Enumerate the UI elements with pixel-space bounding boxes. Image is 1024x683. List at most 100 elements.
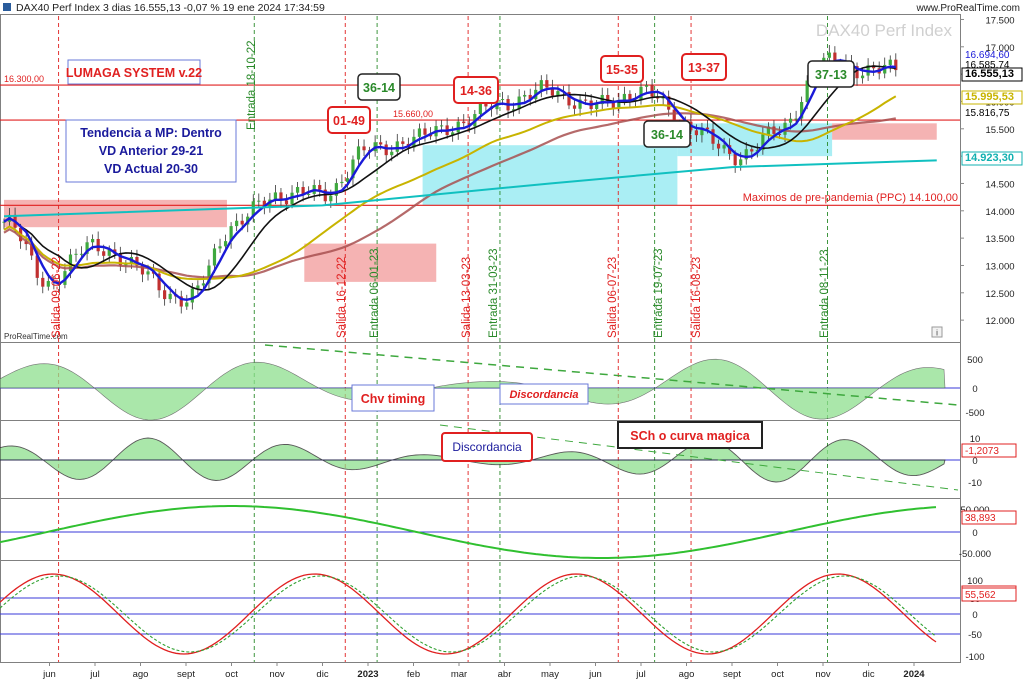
candle-body	[185, 302, 189, 307]
score-box: 36-14	[651, 128, 683, 142]
candle-body	[118, 253, 122, 266]
candle-body	[223, 241, 228, 247]
candle-body	[584, 99, 588, 101]
price-label-box	[961, 67, 1023, 82]
candle-body	[894, 59, 898, 71]
price-label: 16.555,13	[965, 68, 1014, 80]
signal-lines	[58, 16, 828, 662]
candle-body	[2, 221, 6, 223]
candle-body	[423, 128, 427, 135]
candle-body	[672, 109, 676, 126]
candle-body	[334, 183, 338, 196]
candle-body	[390, 151, 394, 156]
candle-body	[606, 94, 610, 101]
candle-body	[888, 59, 892, 65]
candle-body	[827, 52, 831, 58]
candle-body	[135, 256, 139, 266]
signal-label: Salida 13-03-23	[461, 257, 473, 338]
signal-label: Entrada 08-11-23	[819, 249, 831, 338]
candle-body	[146, 271, 150, 275]
score-box: 14-36	[460, 84, 492, 98]
candle-body	[711, 129, 715, 144]
panel-tick-label: -10	[968, 478, 982, 489]
candle-body	[650, 85, 654, 97]
candle-body	[512, 109, 516, 111]
price-label: 15.816,75	[965, 108, 1010, 119]
x-tick-label: may	[541, 669, 559, 680]
candle-body	[79, 253, 84, 255]
panel-last-box	[961, 510, 1017, 525]
site-label[interactable]: www.ProRealTime.com	[915, 3, 1020, 14]
candle-body	[345, 178, 350, 182]
ma-short	[3, 65, 896, 291]
score-box: 15-35	[606, 63, 638, 77]
candle-body	[572, 105, 577, 109]
panel4-signal	[0, 575, 937, 653]
candle-body	[85, 242, 89, 254]
price-tick-label: 15.500	[985, 125, 1014, 136]
info-icon[interactable]	[931, 326, 943, 338]
candle-body	[30, 244, 34, 256]
panel-tick-label: 500	[967, 355, 983, 366]
level-15660-label: 15.660,00	[393, 109, 433, 119]
signal-label: Salida 09-06-22	[51, 257, 63, 338]
candle-body	[788, 118, 793, 123]
candle-body	[340, 181, 344, 184]
disc2-label: Discordancia	[452, 440, 522, 454]
price-label: 16.694,60	[965, 50, 1010, 61]
candle-body	[478, 102, 482, 115]
chart-title: DAX40 Perf Index 3 dias 16.555,13 -0,07 …	[16, 2, 325, 14]
x-tick-label: dic	[316, 669, 328, 680]
sch-label: SCh o curva magica	[630, 429, 751, 443]
source-label: ProRealTime.com	[4, 332, 68, 341]
panel-last-box	[961, 587, 1017, 602]
candle-body	[190, 288, 194, 303]
candle-body	[595, 104, 599, 110]
candle-body	[428, 134, 433, 137]
x-tick-label: jul	[635, 669, 646, 680]
candle-body	[279, 192, 283, 201]
x-tick-label: jun	[42, 669, 56, 680]
candle-body	[766, 126, 770, 135]
candle-body	[207, 265, 211, 284]
candle-body	[739, 159, 743, 166]
candle-body	[157, 273, 161, 291]
candle-body	[728, 145, 732, 154]
candle-body	[35, 255, 39, 278]
candle-body	[401, 141, 405, 144]
candle-body	[528, 94, 532, 100]
moving-averages	[3, 59, 937, 302]
panel-last-label: -1,2073	[965, 446, 999, 457]
x-tick-label: nov	[815, 669, 831, 680]
candle-body	[68, 254, 73, 272]
candle-body	[284, 200, 289, 205]
price-tick-label: 14.000	[985, 207, 1014, 218]
panel-tick-label: 10	[970, 434, 981, 445]
candle-body	[705, 127, 710, 130]
cloud-band	[832, 123, 937, 140]
trend-line-3: VD Actual 20-30	[104, 162, 198, 176]
signal-label: Salida 16-12-22	[336, 257, 348, 338]
candle-body	[556, 91, 560, 96]
chv-label: Chv timing	[361, 392, 426, 406]
candle-body	[456, 121, 460, 133]
ma-cyan	[3, 159, 937, 218]
x-tick-label: dic	[862, 669, 874, 680]
candle-body	[295, 187, 300, 193]
score-box: 36-14	[363, 81, 395, 95]
candle-body	[777, 133, 782, 135]
panel3-line	[0, 505, 937, 559]
price-label: 14.923,30	[965, 152, 1014, 164]
candle-body	[439, 125, 444, 127]
price-tick-label: 12.500	[985, 289, 1014, 300]
candle-body	[761, 134, 765, 151]
candle-body	[395, 141, 399, 152]
candle-body	[860, 75, 865, 79]
x-tick-label: ago	[679, 669, 695, 680]
candle-body	[46, 281, 50, 287]
price-label: 16.585,74	[965, 60, 1010, 71]
disc1-box	[499, 383, 589, 405]
candle-body	[379, 142, 383, 145]
price-tick-label: 17.500	[985, 15, 1014, 26]
